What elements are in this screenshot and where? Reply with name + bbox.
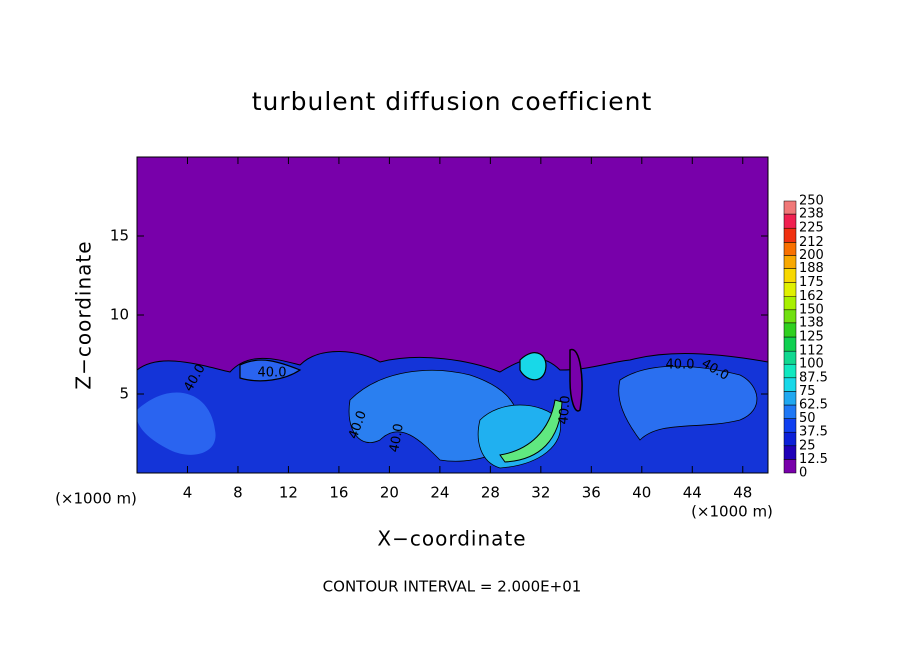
colorbar-label: 87.5 [799, 370, 828, 385]
colorbar-label: 112 [799, 344, 824, 359]
colorbar-label: 188 [799, 261, 824, 276]
colorbar-label: 12.5 [799, 452, 828, 467]
x-tick-label: 20 [380, 484, 399, 502]
colorbar-label: 125 [799, 330, 824, 345]
y-tick-label: 10 [110, 306, 129, 324]
chart-title: turbulent diffusion coefficient [252, 87, 653, 116]
colorbar-band [783, 431, 797, 447]
colorbar-band [783, 322, 797, 338]
colorbar-band [783, 227, 797, 243]
colorbar-band [783, 255, 797, 269]
colorbar-band [783, 404, 797, 419]
colorbar-label: 100 [799, 357, 824, 372]
colorbar-label: 25 [799, 438, 816, 453]
colorbar-label: 225 [799, 221, 824, 236]
y-tick-label: 5 [119, 385, 129, 403]
colorbar-band [783, 363, 797, 379]
colorbar-label: 212 [799, 235, 824, 250]
colorbar-label: 175 [799, 275, 824, 290]
x-tick-label: 24 [430, 484, 449, 502]
colorbar-label: 250 [799, 194, 824, 209]
x-tick-label: 48 [733, 484, 752, 502]
colorbar-label: 50 [799, 411, 816, 426]
contour-label: 40.0 [258, 366, 287, 381]
colorbar-band [783, 377, 797, 392]
x-tick-label: 16 [329, 484, 348, 502]
x-unit: (×1000 m) [691, 503, 773, 521]
colorbar-band [783, 391, 797, 406]
colorbar-band [783, 309, 797, 324]
colorbar-band [783, 213, 797, 229]
colorbar-label: 75 [799, 384, 816, 399]
x-tick-label: 32 [531, 484, 550, 502]
colorbar-band [783, 418, 797, 433]
colorbar-band [783, 445, 797, 460]
colorbar-band [783, 336, 797, 352]
colorbar-label: 37.5 [799, 425, 828, 440]
annotation: CONTOUR INTERVAL = 2.000E+01 [323, 578, 582, 596]
colorbar-label: 138 [799, 315, 824, 330]
colorbar-band [783, 282, 797, 297]
x-tick-label: 12 [279, 484, 298, 502]
colorbar-label: 0 [799, 466, 807, 481]
contour-label: 40.0 [556, 395, 573, 425]
x-tick-label: 40 [632, 484, 651, 502]
x-tick-label: 44 [683, 484, 702, 502]
x-tick-label: 36 [582, 484, 601, 502]
field [137, 349, 768, 473]
y-axis-title: Z−coordinate [72, 240, 96, 389]
x-tick-label: 28 [481, 484, 500, 502]
colorbar-label: 238 [799, 207, 824, 222]
x-tick-label: 4 [183, 484, 193, 502]
colorbar-label: 62.5 [799, 398, 828, 413]
y-unit: (×1000 m) [55, 490, 137, 508]
x-tick-label: 8 [233, 484, 243, 502]
colorbar-band [783, 242, 797, 256]
colorbar-label: 150 [799, 302, 824, 317]
colorbar-band [783, 200, 797, 215]
colorbar-label: 162 [799, 289, 824, 304]
y-tick-label: 15 [110, 227, 129, 245]
colorbar-band [783, 268, 797, 283]
colorbar-band [783, 350, 797, 365]
colorbar-band [783, 296, 797, 311]
x-axis-title: X−coordinate [377, 527, 526, 551]
colorbar-label: 200 [799, 248, 824, 263]
colorbar-band [783, 459, 797, 474]
contour-label: 40.0 [666, 358, 695, 373]
contour-label: 40.0 [387, 422, 407, 453]
